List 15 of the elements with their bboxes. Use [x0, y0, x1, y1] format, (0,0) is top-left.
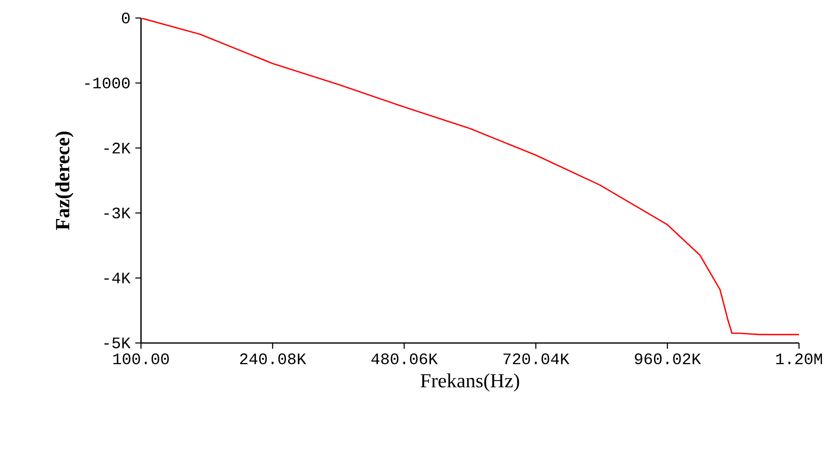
- x-tick-label: 480.06K: [371, 353, 438, 364]
- x-tick-label: 100.00: [113, 353, 169, 364]
- line-series: [141, 18, 799, 336]
- y-tick-label: -1000: [85, 78, 130, 88]
- x-axis-title: Frekans(Hz): [420, 373, 520, 392]
- x-tick-label: 720.04K: [503, 353, 570, 364]
- y-tick-label: 0: [122, 12, 130, 24]
- y-tick-label: -5K: [104, 338, 131, 348]
- y-tick-label: -3K: [104, 208, 131, 218]
- y-tick-label: -2K: [104, 142, 131, 154]
- x-tick-label: 240.08K: [240, 353, 306, 364]
- y-tick-label: -4K: [104, 272, 131, 284]
- x-tick-label: 1.20M: [776, 353, 822, 364]
- x-tick-label: 960.02K: [634, 353, 701, 364]
- y-axis-title: Faz(derece): [55, 132, 74, 230]
